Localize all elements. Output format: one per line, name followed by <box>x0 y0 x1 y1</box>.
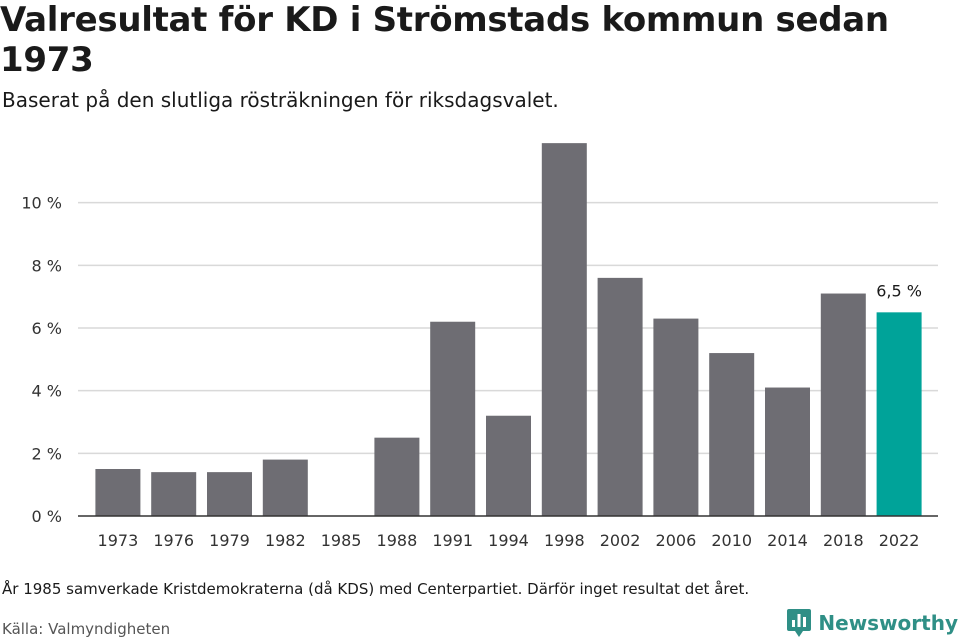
x-tick-label: 1988 <box>377 531 418 550</box>
newsworthy-logo-icon <box>787 609 812 637</box>
brand-logo[interactable]: Newsworthy <box>786 608 958 638</box>
bar <box>95 469 141 516</box>
bar <box>430 321 476 516</box>
data-label: 6,5 % <box>876 281 922 300</box>
bar <box>876 312 922 516</box>
source-note: Källa: Valmyndigheten <box>2 620 171 638</box>
y-tick-label: 0 % <box>32 507 62 526</box>
bar <box>709 353 755 516</box>
y-tick-label: 6 % <box>32 319 62 338</box>
x-tick-label: 2002 <box>600 531 641 550</box>
y-tick-label: 8 % <box>32 256 62 275</box>
x-tick-label: 1982 <box>265 531 306 550</box>
bar <box>653 318 699 516</box>
x-tick-label: 1998 <box>544 531 585 550</box>
x-tick-label: 1994 <box>488 531 529 550</box>
bar <box>262 459 308 516</box>
x-tick-label: 2022 <box>879 531 920 550</box>
x-tick-label: 2014 <box>767 531 808 550</box>
x-tick-label: 2018 <box>823 531 864 550</box>
y-tick-label: 2 % <box>32 444 62 463</box>
x-tick-label: 2010 <box>711 531 752 550</box>
y-tick-label: 4 % <box>32 382 62 401</box>
bar <box>486 415 531 516</box>
chart-title: Valresultat för KD i Strömstads kommun s… <box>0 0 889 80</box>
x-tick-label: 1991 <box>432 531 473 550</box>
y-tick-label: 10 % <box>21 194 62 213</box>
footnote: År 1985 samverkade Kristdemokraterna (då… <box>2 580 750 598</box>
x-tick-label: 1985 <box>321 531 362 550</box>
chart-subtitle: Baserat på den slutliga rösträkningen fö… <box>2 88 559 112</box>
bar <box>765 387 810 516</box>
bar <box>541 143 587 516</box>
bar <box>207 472 252 516</box>
x-tick-label: 1973 <box>98 531 139 550</box>
x-tick-label: 2006 <box>656 531 697 550</box>
bar <box>151 472 197 516</box>
bar <box>374 437 420 516</box>
x-tick-label: 1976 <box>153 531 194 550</box>
brand-name: Newsworthy <box>818 611 958 635</box>
bar <box>820 293 866 516</box>
bar <box>597 277 643 516</box>
x-tick-label: 1979 <box>209 531 250 550</box>
